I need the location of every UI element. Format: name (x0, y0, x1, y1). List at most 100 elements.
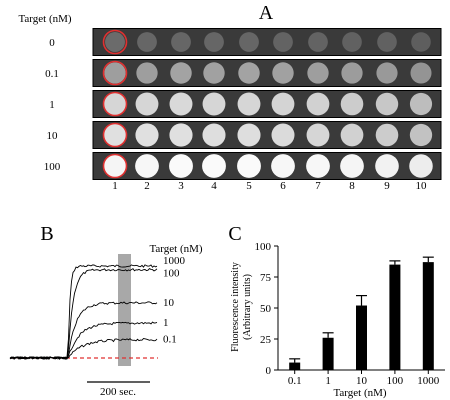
target-row-header: Target (nM) (18, 13, 71, 25)
spot (202, 92, 226, 116)
panel-c-title: C (228, 223, 241, 245)
trace-label: 10 (163, 297, 175, 309)
row-label: 100 (44, 161, 61, 173)
spot (204, 32, 224, 52)
column-label: 6 (280, 180, 286, 192)
row-label: 0 (49, 37, 55, 49)
spot (103, 154, 127, 178)
trace-label: 0.1 (163, 334, 177, 346)
column-label: 7 (315, 180, 321, 192)
spot (271, 154, 295, 178)
x-tick-label: 1 (325, 375, 331, 387)
spot (272, 62, 294, 84)
column-label: 2 (144, 180, 150, 192)
spot (238, 62, 260, 84)
bar-chart: 0 25 50 75 100 0.1 1 10 100 1000 (255, 241, 445, 387)
reference-spot-circle (102, 91, 128, 117)
spot (410, 62, 432, 84)
x-tick-label: 100 (387, 375, 404, 387)
spot (341, 62, 363, 84)
spot (103, 92, 127, 116)
spot (202, 154, 226, 178)
spot (135, 154, 159, 178)
column-label: 5 (246, 180, 252, 192)
y-tick-label: 50 (260, 303, 272, 315)
y-tick-label: 75 (260, 272, 272, 284)
spot (136, 62, 158, 84)
spot (170, 62, 192, 84)
spot (169, 92, 193, 116)
spot (171, 32, 191, 52)
x-tick-label: 0.1 (288, 375, 302, 387)
column-labels: 1 2 3 4 5 6 7 8 9 10 (112, 180, 427, 192)
spot (411, 32, 431, 52)
row-label: 1 (49, 99, 55, 111)
bar (289, 362, 301, 370)
spot (375, 92, 399, 116)
c-ylabel-line1: Fluorescence intensity (230, 262, 241, 352)
spot (271, 123, 295, 147)
bar (422, 262, 434, 370)
trace-label: 1000 (163, 255, 186, 267)
spot (342, 32, 362, 52)
time-scale-label: 200 sec. (100, 386, 136, 398)
spot (375, 123, 399, 147)
spot (137, 32, 157, 52)
spot (409, 92, 433, 116)
spot (135, 92, 159, 116)
reference-spot-circle (102, 60, 128, 86)
x-tick-label: 10 (356, 375, 368, 387)
spot (308, 32, 328, 52)
shaded-band (118, 254, 131, 366)
panel-c: C 0 25 50 75 100 0.1 1 10 100 1000 Fluorescence i… (228, 223, 445, 399)
spot (135, 123, 159, 147)
spot (237, 123, 261, 147)
spot (340, 92, 364, 116)
spot-array: 0 0.1 1 10 100 (44, 28, 442, 180)
reference-spot-circle (102, 29, 128, 55)
column-label: 4 (211, 180, 217, 192)
y-tick-label: 100 (255, 241, 272, 253)
y-tick-label: 0 (266, 365, 272, 377)
trace-label: 1 (163, 317, 169, 329)
column-label: 3 (178, 180, 184, 192)
bar (356, 305, 367, 370)
bar (322, 337, 334, 370)
row-label: 0.1 (45, 68, 59, 80)
spot (273, 32, 293, 52)
reference-spot-circle (102, 153, 128, 179)
spot (169, 123, 193, 147)
spot (409, 123, 433, 147)
panel-a: A Target (nM) 0 0.1 1 10 100 1 2 3 4 5 6 7 8 9 10 (18, 2, 442, 192)
spot (375, 154, 399, 178)
spot (377, 32, 397, 52)
trace-line (9, 301, 158, 360)
trace-line (9, 268, 158, 360)
spot (202, 123, 226, 147)
spot (306, 92, 330, 116)
x-tick-label: 1000 (417, 375, 440, 387)
trace-line (9, 321, 158, 360)
spot (104, 62, 126, 84)
spot (409, 154, 433, 178)
spot (105, 32, 125, 52)
trace-line (9, 264, 158, 360)
spot (237, 92, 261, 116)
spot (237, 154, 261, 178)
spot (203, 62, 225, 84)
spot (306, 123, 330, 147)
panel-b-title: B (40, 223, 53, 245)
c-ylabel-line2: (Arbitrary units) (242, 274, 253, 340)
panel-a-title: A (259, 2, 274, 24)
column-label: 9 (384, 180, 390, 192)
c-xlabel: Target (nM) (333, 387, 386, 399)
spot (306, 154, 330, 178)
row-label: 10 (47, 130, 59, 142)
column-label: 10 (416, 180, 428, 192)
spot (103, 123, 127, 147)
y-tick-label: 25 (260, 334, 272, 346)
column-label: 8 (349, 180, 355, 192)
reference-spot-circle (102, 122, 128, 148)
